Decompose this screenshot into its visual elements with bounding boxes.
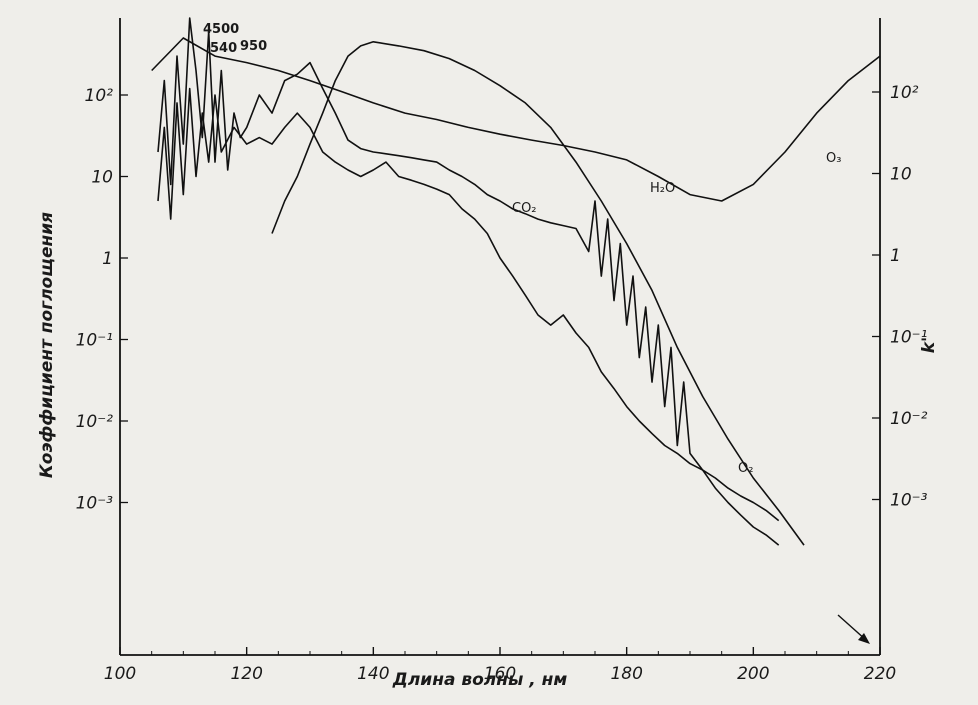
x-tick-label: 160 [484, 664, 516, 684]
right-axis-label: k' [919, 337, 939, 354]
series-line-co2 [157, 87, 780, 522]
peak-annotation: 4500 [203, 22, 239, 37]
y-tick-label-right: 1 [890, 246, 901, 266]
y-tick-label-left: 10⁻¹ [76, 331, 113, 351]
series-line-o3 [151, 37, 881, 202]
x-ticks: 100 120 140 160 180 200 220 [104, 647, 896, 684]
series-label: O₂ [738, 461, 753, 476]
y-ticks-right: 10² 10 1 10⁻¹ 10⁻² 10⁻³ [872, 83, 928, 511]
y-tick-label-right: 10⁻³ [890, 491, 928, 511]
series-line-o2 [157, 17, 780, 546]
y-tick-label-left: 10⁻³ [76, 494, 114, 514]
x-tick-label: 200 [737, 664, 769, 684]
peak-annotation: 540 [210, 41, 237, 56]
series-label: CO₂ [512, 201, 537, 216]
x-tick-label: 120 [230, 664, 262, 684]
series-line-h2o [271, 40, 805, 546]
y-tick-label-left: 10² [85, 86, 114, 106]
x-tick-label: 220 [864, 664, 896, 684]
y-tick-label-left: 10 [91, 168, 113, 188]
x-tick-label: 180 [610, 664, 642, 684]
series-lines [151, 17, 881, 546]
y-tick-label-left: 10⁻² [76, 412, 114, 432]
x-tick-label: 100 [104, 664, 136, 684]
y-axis-label: Коэффициент поглощения [37, 212, 57, 478]
x-axis-label: Длина волны , нм [392, 670, 568, 690]
y-ticks-left: 10² 10 1 10⁻¹ 10⁻² 10⁻³ [76, 86, 128, 514]
series-label: O₃ [826, 151, 841, 166]
y-tick-label-right: 10⁻¹ [890, 328, 927, 348]
y-tick-label-right: 10⁻² [890, 409, 928, 429]
series-labels: O₂ H₂O O₃ CO₂ [512, 151, 841, 476]
y-tick-label-right: 10 [890, 165, 912, 185]
y-tick-label-left: 1 [102, 249, 113, 269]
annotations: 4500 540 950 [203, 22, 267, 56]
peak-annotation: 950 [240, 39, 267, 54]
x-tick-label: 140 [357, 664, 389, 684]
arrow [837, 614, 870, 644]
series-label: H₂O [650, 181, 675, 196]
y-tick-label-right: 10² [890, 83, 919, 103]
